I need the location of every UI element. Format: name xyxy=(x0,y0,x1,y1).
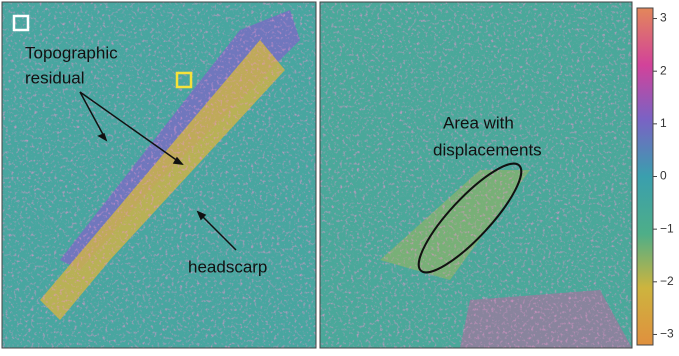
annotation: headscarp xyxy=(188,257,267,276)
figure: Topographic residual headscarp Area with… xyxy=(0,0,679,351)
colorbar-tick-label: −1 xyxy=(660,221,674,235)
colorbar-tick-label: 2 xyxy=(660,63,667,77)
annotation: Area with xyxy=(443,113,514,132)
colorbar-tick-label: −2 xyxy=(660,274,674,288)
colorbar-tick-label: −3 xyxy=(660,327,674,341)
annotation: Topographic xyxy=(25,43,118,62)
colorbar-tick-label: 0 xyxy=(660,169,667,183)
colorbar-tick-label: 3 xyxy=(660,11,667,25)
annotation: residual xyxy=(25,68,85,87)
annotation: displacements xyxy=(433,140,542,159)
colorbar-ticks: 3 2 1 0 −1 −2 −3 xyxy=(653,11,674,341)
page: Topographic residual headscarp Area with… xyxy=(0,0,679,351)
colorbar-tick-label: 1 xyxy=(660,116,667,130)
colorbar xyxy=(637,8,653,345)
right-panel xyxy=(320,2,632,348)
